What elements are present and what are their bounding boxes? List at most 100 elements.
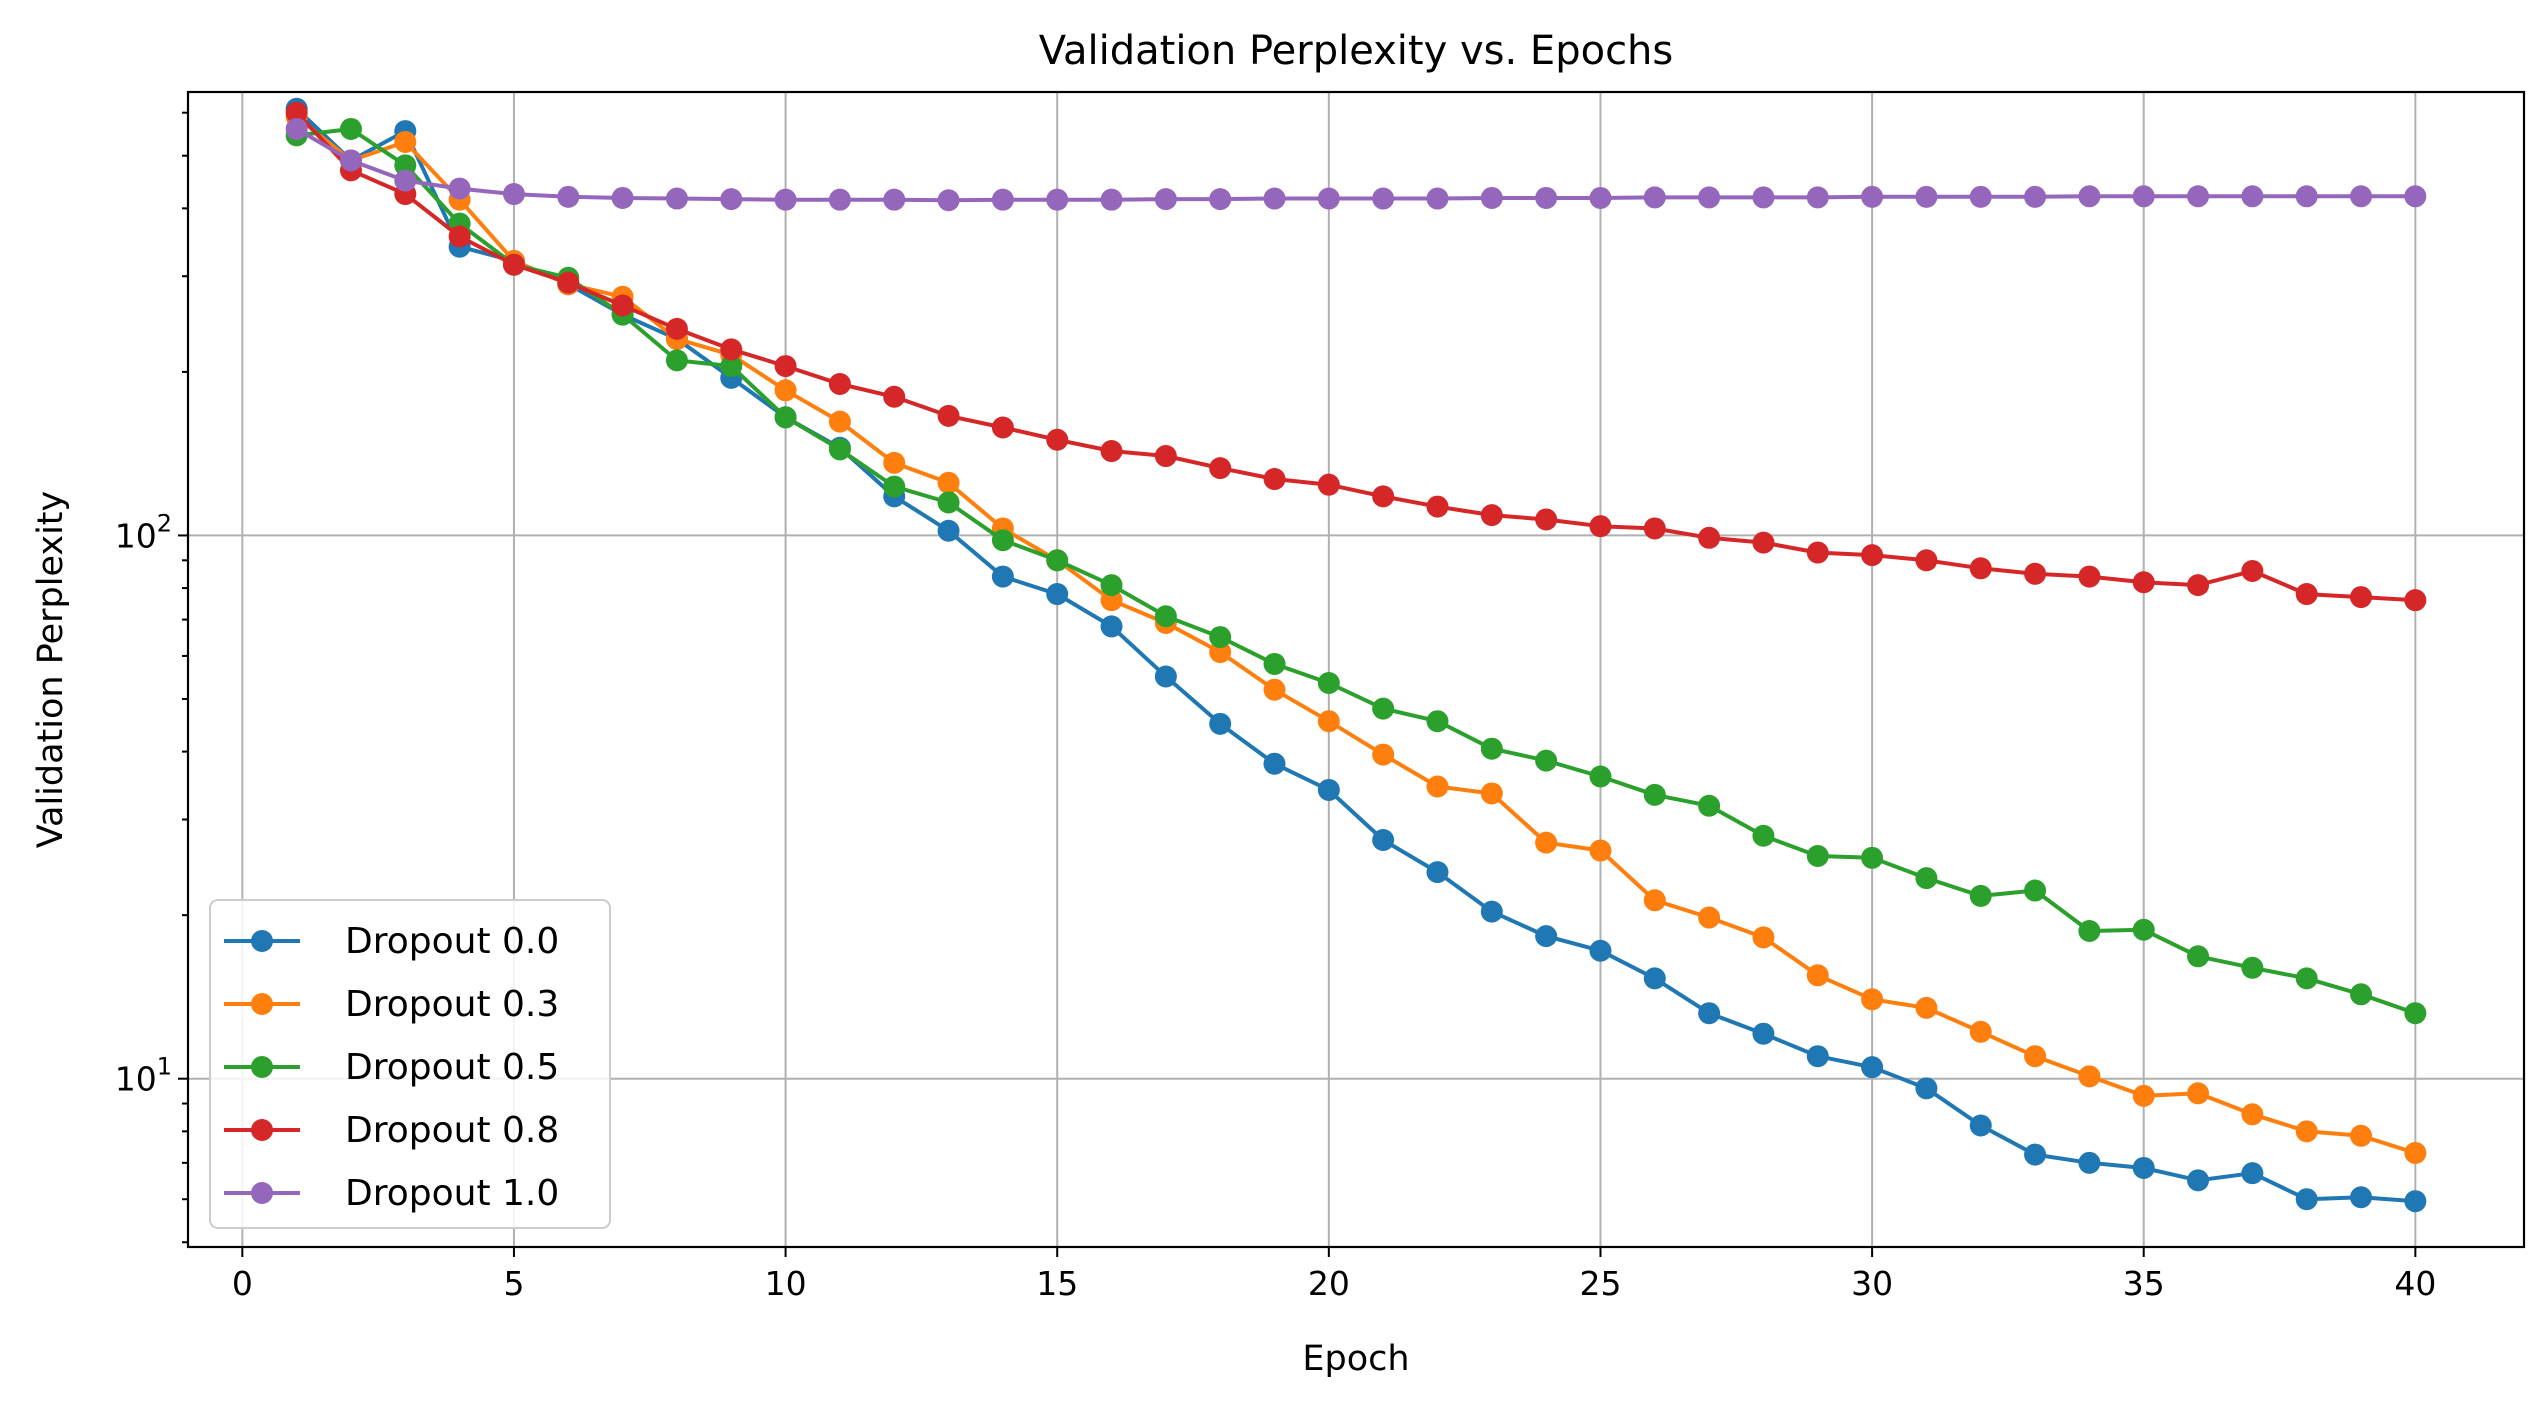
data-point [2132,571,2155,594]
data-point [2404,1141,2427,1164]
data-point [1426,187,1449,210]
y-tick-exponent: 2 [157,509,172,537]
data-point [1915,1077,1938,1100]
data-point [2187,1169,2210,1192]
data-point [1589,765,1612,788]
data-point [1209,626,1232,649]
data-point [394,169,417,192]
data-point [1861,988,1884,1011]
data-point [1806,844,1829,867]
data-point [2295,583,2318,606]
data-point [1643,186,1666,209]
data-point [2404,185,2427,208]
data-point [1317,187,1340,210]
plot-series [285,97,2427,1213]
data-point [2241,1103,2264,1126]
data-point [1698,906,1721,929]
data-point [1046,188,1069,211]
x-axis-label: Epoch [1302,1339,1409,1379]
data-point [339,117,362,140]
data-point [665,187,688,210]
data-point [1535,508,1558,531]
x-tick-label: 0 [232,1264,253,1303]
legend-label: Dropout 1.0 [345,1173,559,1214]
data-point [2187,185,2210,208]
data-point [1589,186,1612,209]
data-point [991,565,1014,588]
data-point [1317,473,1340,496]
data-point [2295,1188,2318,1211]
data-point [2078,1151,2101,1174]
data-point [557,185,580,208]
data-point [937,491,960,514]
data-point [1752,1022,1775,1045]
legend-swatch-marker [251,1182,273,1204]
data-point [720,338,743,361]
data-point [2295,1120,2318,1143]
data-point [1372,829,1395,852]
data-point [883,385,906,408]
data-point [1100,589,1123,612]
data-point [1752,186,1775,209]
data-point [665,349,688,372]
data-point [394,130,417,153]
data-point [1480,900,1503,923]
data-point [2404,589,2427,612]
legend-swatch-marker [251,993,273,1015]
data-point [937,189,960,212]
data-point [937,471,960,494]
legend-item: Dropout 1.0 [224,1173,559,1214]
data-point [1969,557,1992,580]
data-point [1209,188,1232,211]
data-point [2132,1084,2155,1107]
data-point [828,410,851,433]
data-point [2078,565,2101,588]
legend-label: Dropout 0.0 [345,921,559,962]
data-point [1480,504,1503,527]
series-line [295,107,2416,1204]
data-point [1643,783,1666,806]
data-point [1426,775,1449,798]
data-point [883,475,906,498]
data-point [1100,440,1123,463]
data-point [1535,831,1558,854]
x-tick-label: 20 [1308,1264,1350,1303]
x-tick-label: 15 [1036,1264,1078,1303]
data-point [1480,737,1503,760]
data-point [2024,1143,2047,1166]
data-point [774,406,797,429]
data-point [1698,186,1721,209]
data-point [1317,710,1340,733]
data-point [991,529,1014,552]
data-point [1372,485,1395,508]
data-point [1752,531,1775,554]
x-tick-label: 25 [1579,1264,1621,1303]
data-point [1915,549,1938,572]
data-point [1046,549,1069,572]
data-point [1806,541,1829,564]
data-point [1698,1002,1721,1025]
legend-swatch-marker [251,930,273,952]
data-point [285,117,308,140]
data-point [828,372,851,395]
legend-label: Dropout 0.3 [345,984,559,1025]
data-point [2078,920,2101,943]
data-point [2241,956,2264,979]
legend-item: Dropout 0.0 [224,921,559,962]
data-point [991,416,1014,439]
data-point [1154,188,1177,211]
data-point [2350,983,2373,1006]
data-point [1209,712,1232,735]
data-point [1154,445,1177,468]
data-point [448,225,471,248]
data-point [1046,583,1069,606]
x-tick-label: 10 [765,1264,807,1303]
legend-item: Dropout 0.3 [224,984,559,1025]
data-point [1969,884,1992,907]
data-point [774,355,797,378]
data-point [2350,1124,2373,1147]
data-point [1861,846,1884,869]
data-point [1861,1056,1884,1079]
